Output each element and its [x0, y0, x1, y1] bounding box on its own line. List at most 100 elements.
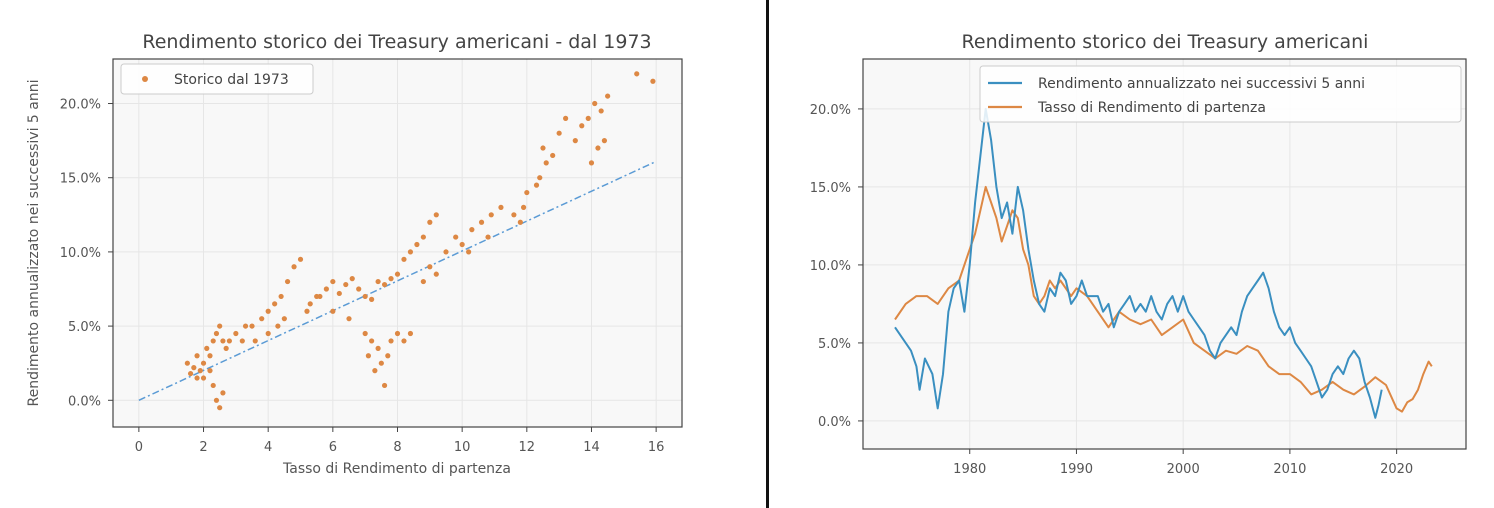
scatter-point — [407, 249, 414, 255]
scatter-point — [388, 276, 394, 282]
scatter-point — [242, 323, 249, 329]
right-chart-title: Rendimento storico dei Treasury american… — [962, 31, 1369, 53]
right-x-tick-label: 1980 — [953, 462, 986, 477]
scatter-point — [226, 338, 232, 344]
right-y-tick-label: 15.0% — [810, 181, 851, 196]
scatter-point — [388, 338, 394, 344]
left-x-tick-label: 14 — [583, 440, 600, 455]
scatter-point — [233, 330, 239, 337]
scatter-point — [265, 308, 271, 314]
scatter-point — [601, 138, 608, 144]
scatter-point — [200, 360, 207, 366]
scatter-point — [239, 338, 245, 344]
right-x-ticks: 1980 1990 2000 2010 2020 — [953, 449, 1413, 477]
scatter-point — [297, 256, 304, 262]
scatter-point — [427, 219, 433, 225]
scatter-point — [197, 368, 203, 374]
left-legend-box — [120, 63, 314, 95]
scatter-point — [191, 365, 197, 371]
scatter-point — [381, 382, 388, 389]
scatter-point — [291, 264, 297, 270]
right-y-ticks: 0.0% 5.0% 10.0% 15.0% 20.0% — [810, 103, 863, 430]
left-legend: Storico dal 1973 — [120, 63, 314, 95]
scatter-point — [187, 370, 194, 377]
right-x-tick-label: 2020 — [1380, 462, 1413, 477]
right-y-tick-label: 0.0% — [818, 415, 851, 430]
scatter-point — [595, 145, 601, 151]
scatter-point — [401, 256, 407, 262]
scatter-point — [213, 397, 220, 403]
right-lines-layer — [894, 107, 1433, 419]
scatter-point — [330, 278, 336, 285]
scatter-point — [217, 323, 223, 329]
scatter-point — [543, 160, 549, 166]
scatter-point — [349, 276, 355, 282]
scatter-point — [356, 286, 362, 292]
scatter-point — [278, 293, 284, 300]
scatter-point — [540, 145, 546, 151]
scatter-point — [485, 234, 491, 240]
left-y-tick-label: 5.0% — [68, 320, 101, 335]
scatter-point — [207, 353, 213, 359]
scatter-point — [533, 182, 540, 188]
scatter-point — [414, 241, 420, 248]
scatter-point — [453, 234, 459, 240]
scatter-point — [469, 227, 475, 233]
left-x-tick-label: 16 — [648, 440, 665, 455]
left-legend-marker — [142, 76, 148, 82]
scatter-point — [275, 323, 281, 329]
scatter-point — [369, 296, 375, 302]
scatter-point — [420, 234, 426, 240]
scatter-point — [375, 278, 381, 285]
left-y-tick-label: 15.0% — [60, 172, 101, 187]
scatter-point — [378, 360, 384, 366]
scatter-point — [592, 100, 598, 107]
scatter-point — [369, 338, 375, 344]
panel-divider — [766, 0, 769, 508]
scatter-point — [385, 353, 391, 359]
right-legend: Rendimento annualizzato nei successivi 5… — [979, 65, 1462, 123]
scatter-point — [585, 115, 591, 121]
scatter-point — [194, 353, 200, 359]
right-y-tick-label: 10.0% — [810, 259, 851, 274]
left-y-ticks: 0.0% 5.0% 10.0% 15.0% 20.0% — [60, 98, 113, 409]
scatter-point — [343, 281, 349, 288]
right-plot-frame — [862, 58, 1467, 450]
left-x-tick-label: 6 — [329, 440, 337, 455]
scatter-point — [381, 281, 388, 288]
scatter-point — [336, 290, 342, 297]
left-y-axis-label: Rendimento annualizzato nei successivi 5… — [26, 79, 42, 406]
scatter-point — [362, 330, 368, 337]
scatter-point — [284, 278, 291, 285]
scatter-chart: Rendimento storico dei Treasury american… — [26, 31, 683, 477]
scatter-point — [220, 390, 226, 396]
scatter-point — [572, 138, 578, 144]
right-y-tick-label: 5.0% — [818, 337, 851, 352]
left-x-tick-label: 10 — [454, 440, 471, 455]
scatter-point — [265, 330, 271, 337]
scatter-point — [520, 204, 527, 210]
left-points-layer — [184, 71, 656, 411]
scatter-point — [200, 375, 207, 381]
scatter-point — [650, 78, 656, 84]
right-legend-label-forward: Rendimento annualizzato nei successivi 5… — [1038, 76, 1365, 92]
left-x-tick-label: 12 — [519, 440, 536, 455]
scatter-point — [459, 241, 465, 248]
right-x-tick-label: 1990 — [1060, 462, 1093, 477]
scatter-point — [259, 316, 265, 322]
line-chart: Rendimento storico dei Treasury american… — [810, 31, 1467, 477]
left-x-tick-label: 8 — [393, 440, 401, 455]
scatter-point — [420, 278, 426, 285]
scatter-point — [517, 219, 523, 225]
scatter-point — [394, 271, 401, 277]
scatter-point — [443, 249, 449, 255]
left-y-tick-label: 20.0% — [60, 98, 101, 113]
scatter-point — [220, 338, 226, 344]
scatter-point — [433, 271, 439, 277]
scatter-point — [427, 264, 433, 270]
scatter-point — [323, 286, 329, 292]
left-chart-title: Rendimento storico dei Treasury american… — [142, 31, 651, 53]
scatter-point — [362, 293, 368, 300]
scatter-point — [598, 108, 604, 114]
right-y-tick-label: 20.0% — [810, 103, 851, 118]
